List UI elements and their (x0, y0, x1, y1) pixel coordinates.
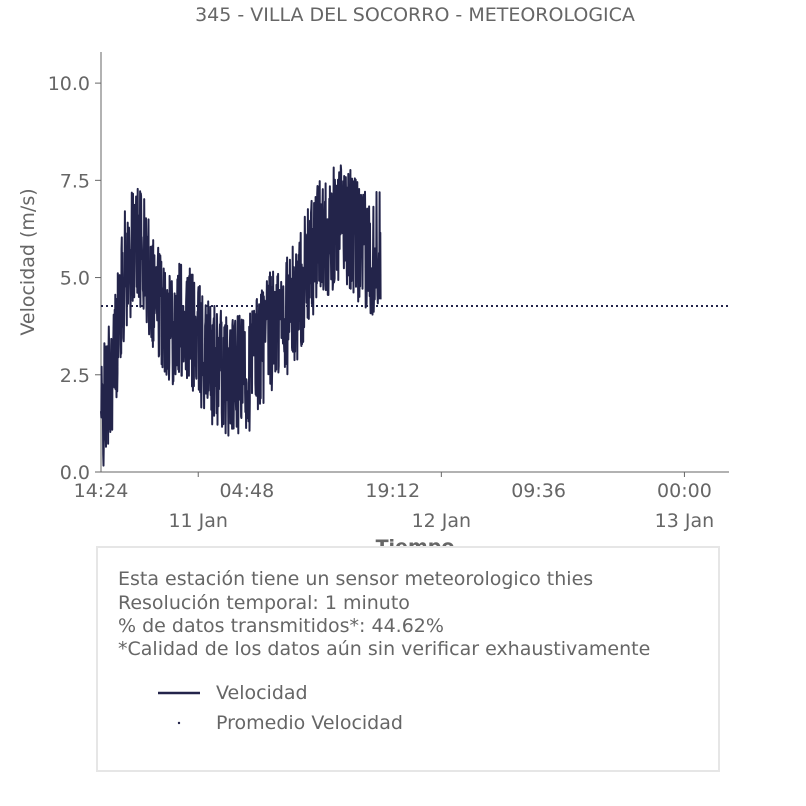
y-tick-label: 7.5 (60, 170, 90, 192)
y-axis-label: Velocidad (m/s) (17, 188, 39, 335)
x-tick-date: 12 Jan (412, 510, 472, 532)
x-tick-date: 13 Jan (655, 510, 715, 532)
series-layer (100, 164, 729, 467)
x-tick-time: 14:24 (74, 480, 129, 502)
x-tick-date: 11 Jan (168, 510, 228, 532)
info-resolution: Resolución temporal: 1 minuto (118, 592, 410, 614)
x-ticks: 14:24 04:48 19:12 09:36 00:00 11 Jan 12 Jan 13 … (74, 472, 715, 532)
x-tick-time: 00:00 (657, 480, 712, 502)
y-tick-label: 5.0 (60, 268, 90, 290)
x-tick-time: 09:36 (511, 480, 566, 502)
x-axis-label: Tiempo (376, 536, 455, 546)
y-tick-label: 10.0 (48, 73, 90, 95)
chart: 345 - VILLA DEL SOCORRO - METEOROLOGICA … (17, 4, 729, 546)
legend-label-velocidad: Velocidad (216, 682, 308, 704)
info-box: Esta estación tiene un sensor meteorolog… (96, 546, 720, 772)
y-tick-label: 0.0 (60, 462, 90, 484)
series-velocidad-line (100, 164, 382, 467)
x-tick-time: 04:48 (219, 480, 274, 502)
legend-line-swatch (158, 691, 200, 695)
y-ticks: 0.0 2.5 5.0 7.5 10.0 (48, 73, 101, 484)
info-percent: % de datos transmitidos*: 44.62% (118, 615, 444, 637)
info-quality: *Calidad de los datos aún sin verificar … (118, 638, 651, 660)
x-tick-time: 19:12 (365, 480, 420, 502)
legend-label-promedio: Promedio Velocidad (216, 712, 403, 734)
info-sensor: Esta estación tiene un sensor meteorolog… (118, 568, 594, 590)
chart-title: 345 - VILLA DEL SOCORRO - METEOROLOGICA (195, 4, 635, 26)
legend-dot-swatch (177, 721, 181, 725)
y-tick-label: 2.5 (60, 365, 90, 387)
